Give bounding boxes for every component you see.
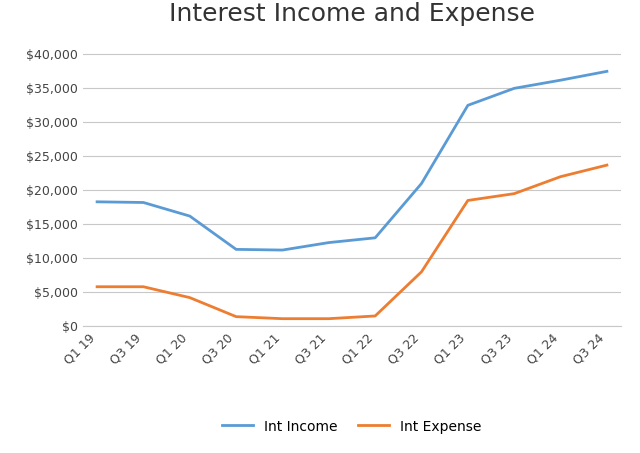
Int Income [603, 68, 611, 74]
Int Income [371, 235, 379, 241]
Line: Int Expense: Int Expense [97, 165, 607, 319]
Int Expense [603, 162, 611, 168]
Int Income [325, 240, 333, 246]
Int Expense [557, 174, 564, 179]
Title: Interest Income and Expense: Interest Income and Expense [169, 2, 535, 26]
Int Income [418, 181, 426, 186]
Int Income [186, 213, 194, 219]
Int Expense [464, 198, 472, 203]
Legend: Int Income, Int Expense: Int Income, Int Expense [217, 414, 487, 439]
Int Income [464, 102, 472, 108]
Int Expense [93, 284, 101, 289]
Int Expense [325, 316, 333, 322]
Int Income [232, 246, 240, 252]
Int Expense [186, 295, 194, 300]
Int Income [278, 247, 286, 253]
Int Expense [140, 284, 147, 289]
Int Income [557, 77, 564, 83]
Int Expense [418, 269, 426, 275]
Int Expense [278, 316, 286, 322]
Int Income [510, 86, 518, 91]
Int Income [93, 199, 101, 204]
Int Income [140, 200, 147, 205]
Int Expense [232, 314, 240, 319]
Line: Int Income: Int Income [97, 71, 607, 250]
Int Expense [371, 313, 379, 319]
Int Expense [510, 191, 518, 196]
